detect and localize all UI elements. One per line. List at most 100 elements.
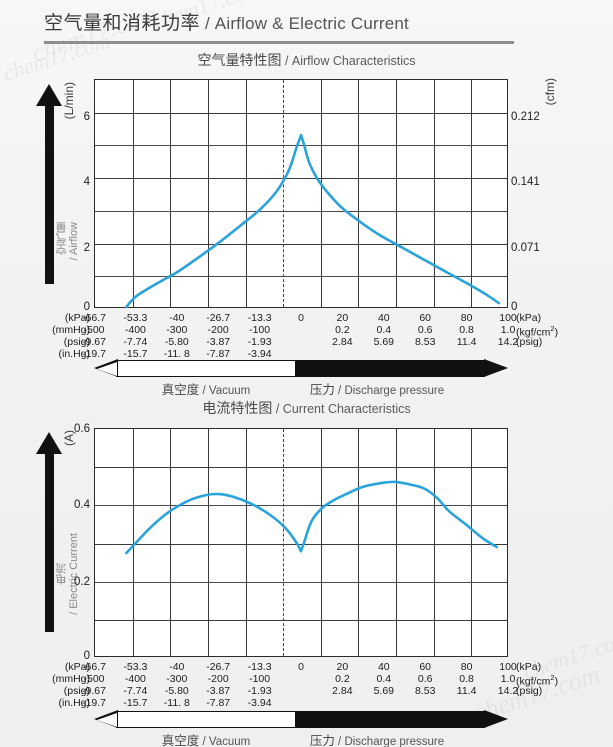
x-axis-tick-label: -53.3: [123, 661, 148, 673]
x-axis-tick-label: -40: [169, 312, 185, 324]
x-axis-tick-label: -19.7: [82, 697, 106, 709]
x-axis-tick-label: 0.2: [335, 673, 350, 685]
x-axis-tick-label: 100: [499, 312, 517, 324]
current-vacuum-label-en: Vacuum: [208, 736, 251, 747]
x-axis-right-unit: (psig): [516, 685, 543, 697]
x-axis-tick-label: -9.67: [82, 685, 106, 697]
x-axis-tick-label: -13.3: [247, 661, 272, 673]
x-axis-tick-label: 60: [419, 312, 432, 324]
x-axis-right-unit: (kgf/cm2): [516, 324, 559, 339]
current-y-tick-0: 0: [83, 650, 90, 662]
current-chart-title: 电流特性图 / Current Characteristics: [0, 398, 613, 418]
x-axis-row: (in.Hg) -19.7 -15.7 -11. 8 -7.87 -3.94: [0, 697, 613, 709]
current-plot-area: [94, 428, 508, 657]
x-axis-tick-label: -100: [249, 673, 271, 685]
x-axis-left-unit: (psig): [63, 336, 90, 348]
x-axis-row: (kPa) -66.7 -53.3 -40 -26.7 -13.3 0 20 40 60 80 100…: [0, 312, 613, 324]
x-axis-left-unit: (kPa): [64, 312, 90, 324]
x-axis-tick-label: -1.93: [247, 336, 272, 348]
x-axis-tick-label: -7.87: [206, 348, 231, 360]
x-axis-tick-label: -500: [83, 324, 105, 336]
x-axis-tick-label: 0.2: [335, 324, 350, 336]
x-axis-tick-label: 0.4: [376, 324, 392, 336]
x-axis-tick-label: 14.2: [497, 685, 519, 697]
x-axis-row: (kPa) -66.7 -53.3 -40 -26.7 -13.3 0 20 40 60 80 100…: [0, 661, 613, 673]
airflow-y-left-name-cn: 空气量: [56, 222, 68, 255]
current-y-tick-06: 0.6: [74, 423, 90, 435]
airflow-y2-tick-0071: 0.071: [511, 242, 540, 254]
airflow-pressure-label-en: Discharge pressure: [344, 385, 445, 397]
x-axis-tick-label: -66.7: [82, 661, 106, 673]
current-title-sep: /: [272, 402, 283, 416]
current-y-tick-04: 0.4: [74, 499, 90, 511]
airflow-y2-tick-0: 0: [511, 301, 518, 313]
x-axis-tick-label: 0.8: [459, 673, 474, 685]
x-axis-tick-label: -3.94: [247, 348, 272, 360]
x-axis-left-unit: (in.Hg): [58, 697, 90, 709]
x-axis-right-unit: (psig): [516, 336, 543, 348]
x-axis-right-unit: (kPa): [516, 661, 542, 673]
current-y-axis-arrow-icon: [36, 432, 62, 632]
x-axis-tick-label: 0.6: [417, 673, 433, 685]
x-axis-left-unit: (kPa): [64, 661, 90, 673]
x-axis-tick-label: 2.84: [332, 336, 353, 348]
x-axis-tick-label: -26.7: [206, 312, 231, 324]
x-axis-tick-label: -15.7: [123, 348, 148, 360]
x-axis-tick-label: -7.74: [123, 685, 148, 697]
x-axis-tick-label: -15.7: [123, 697, 148, 709]
x-axis-tick-label: -9.67: [82, 336, 106, 348]
x-axis-tick-label: -53.3: [123, 312, 148, 324]
x-axis-tick-label: -3.87: [206, 336, 231, 348]
airflow-plot-area: [94, 79, 508, 309]
current-chart-panel: 电流特性图 / Current Characteristics (A) 电流 /…: [0, 398, 613, 747]
x-axis-tick-label: 0: [298, 312, 304, 324]
x-axis-tick-label: 0.6: [417, 324, 433, 336]
x-axis-tick-label: 0.4: [376, 673, 392, 685]
airflow-direction-bar: [94, 359, 508, 377]
current-pressure-label-cn: 压力: [309, 734, 335, 747]
page-title-sep: /: [200, 14, 215, 33]
airflow-curve: [125, 133, 501, 309]
airflow-y2-tick-0212: 0.212: [511, 111, 540, 123]
page-title-en: Airflow & Electric Current: [214, 14, 409, 33]
x-axis-tick-label: -7.87: [206, 697, 231, 709]
x-axis-tick-label: -300: [166, 673, 188, 685]
x-axis-tick-label: 0: [298, 661, 304, 673]
airflow-y-tick-6: 6: [83, 111, 90, 123]
airflow-y-axis-arrow-icon: [36, 84, 62, 284]
airflow-pressure-label-cn: 压力: [309, 383, 335, 397]
airflow-vacuum-sep: /: [199, 385, 209, 397]
x-axis-tick-label: 0.8: [459, 324, 474, 336]
x-axis-tick-label: 11.4: [456, 685, 477, 697]
current-vacuum-label-cn: 真空度: [161, 734, 200, 747]
x-axis-left-unit: (psig): [63, 685, 90, 697]
x-axis-tick-label: -3.87: [206, 685, 231, 697]
x-axis-row: (mmHg) -500 -400 -300 -200 -100 0.2 0.4 0.6 0.8 1.…: [0, 673, 613, 688]
airflow-title-sep: /: [281, 54, 292, 68]
x-axis-tick-label: -200: [207, 324, 229, 336]
airflow-y-tick-4: 4: [83, 176, 90, 188]
airflow-y2-tick-0141: 0.141: [511, 176, 540, 188]
current-y-tick-02: 0.2: [74, 576, 90, 588]
airflow-y-tick-2: 2: [83, 242, 90, 254]
current-direction-bar: [94, 710, 508, 728]
x-axis-tick-label: -26.7: [206, 661, 231, 673]
x-axis-tick-label: -7.74: [123, 336, 148, 348]
x-axis-tick-label: -500: [83, 673, 105, 685]
x-axis-tick-label: 14.2: [497, 336, 519, 348]
x-axis-tick-label: -400: [124, 324, 146, 336]
x-axis-tick-label: 80: [460, 661, 473, 673]
x-axis-tick-label: 2.84: [332, 685, 353, 697]
x-axis-tick-label: 8.53: [414, 336, 436, 348]
x-axis-tick-label: -11. 8: [163, 348, 190, 360]
x-axis-tick-label: 1.0: [500, 324, 516, 336]
current-y-left-name-en: / Electric Current: [68, 533, 80, 615]
x-axis-tick-label: -66.7: [82, 312, 106, 324]
airflow-vacuum-label-en: Vacuum: [208, 385, 251, 397]
current-pressure-label-en: Discharge pressure: [344, 736, 445, 747]
x-axis-tick-label: -13.3: [247, 312, 272, 324]
x-axis-tick-label: -300: [166, 324, 188, 336]
x-axis-tick-label: 1.0: [500, 673, 516, 685]
x-axis-tick-label: 60: [419, 661, 432, 673]
x-axis-tick-label: -19.7: [82, 348, 106, 360]
